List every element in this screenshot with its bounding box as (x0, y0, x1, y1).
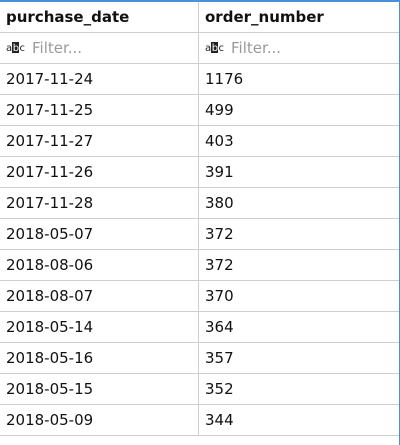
order-number-cell[interactable]: 380 (205, 194, 234, 212)
svg-text:b: b (13, 43, 19, 54)
table-row[interactable]: 2018-08-07 370 (0, 281, 399, 312)
filter-input-order-number[interactable] (231, 39, 371, 57)
order-number-cell[interactable]: 370 (205, 287, 234, 305)
table-row[interactable]: 2017-11-24 1176 (0, 64, 399, 95)
filter-cell-purchase-date: a b c (0, 33, 199, 63)
abc-filter-icon: a b c (6, 40, 26, 56)
order-number-cell[interactable]: 344 (205, 411, 234, 429)
order-number-cell[interactable]: 364 (205, 318, 234, 336)
svg-text:c: c (219, 43, 225, 54)
purchase-date-cell[interactable]: 2017-11-27 (0, 126, 199, 156)
svg-text:c: c (20, 43, 26, 54)
svg-text:a: a (6, 43, 12, 54)
order-number-cell[interactable]: 372 (205, 225, 234, 243)
svg-text:a: a (205, 43, 211, 54)
table-row[interactable]: 2018-05-15 352 (0, 374, 399, 405)
order-number-cell[interactable]: 352 (205, 380, 234, 398)
purchase-date-cell[interactable]: 2018-05-07 (0, 219, 199, 249)
table-row[interactable]: 2018-05-09 344 (0, 405, 399, 436)
column-header-purchase-date[interactable]: purchase_date (0, 2, 199, 32)
table-row[interactable]: 2018-05-16 357 (0, 343, 399, 374)
order-number-cell[interactable]: 499 (205, 101, 234, 119)
table-row[interactable]: 2017-11-28 380 (0, 188, 399, 219)
order-number-cell[interactable]: 357 (205, 349, 234, 367)
purchase-date-cell[interactable]: 2018-08-07 (0, 281, 199, 311)
filter-row: a b c a b c (0, 33, 399, 64)
header-row: purchase_date order_number (0, 2, 399, 33)
purchase-date-cell[interactable]: 2018-05-14 (0, 312, 199, 342)
table-row[interactable]: 2018-08-06 372 (0, 250, 399, 281)
purchase-date-cell[interactable]: 2017-11-25 (0, 95, 199, 125)
svg-text:b: b (212, 43, 218, 54)
table-row[interactable]: 2018-05-14 364 (0, 312, 399, 343)
purchase-date-cell[interactable]: 2017-11-26 (0, 157, 199, 187)
order-number-cell[interactable]: 391 (205, 163, 234, 181)
table-row[interactable]: 2017-11-27 403 (0, 126, 399, 157)
purchase-date-cell[interactable]: 2018-05-15 (0, 374, 199, 404)
purchase-date-cell[interactable]: 2018-08-06 (0, 250, 199, 280)
purchase-date-cell[interactable]: 2017-11-28 (0, 188, 199, 218)
column-header-order-number[interactable]: order_number (205, 8, 324, 26)
table-row[interactable]: 2017-11-26 391 (0, 157, 399, 188)
purchase-date-cell[interactable]: 2018-05-09 (0, 405, 199, 435)
order-number-cell[interactable]: 1176 (205, 70, 244, 88)
abc-filter-icon: a b c (205, 40, 225, 56)
purchase-date-cell[interactable]: 2017-11-24 (0, 64, 199, 94)
order-number-cell[interactable]: 403 (205, 132, 234, 150)
order-number-cell[interactable]: 372 (205, 256, 234, 274)
table-row[interactable]: 2017-11-25 499 (0, 95, 399, 126)
filter-input-purchase-date[interactable] (32, 39, 172, 57)
filter-cell-order-number: a b c (199, 33, 398, 63)
purchase-date-cell[interactable]: 2018-05-16 (0, 343, 199, 373)
table-row[interactable]: 2018-05-07 372 (0, 219, 399, 250)
